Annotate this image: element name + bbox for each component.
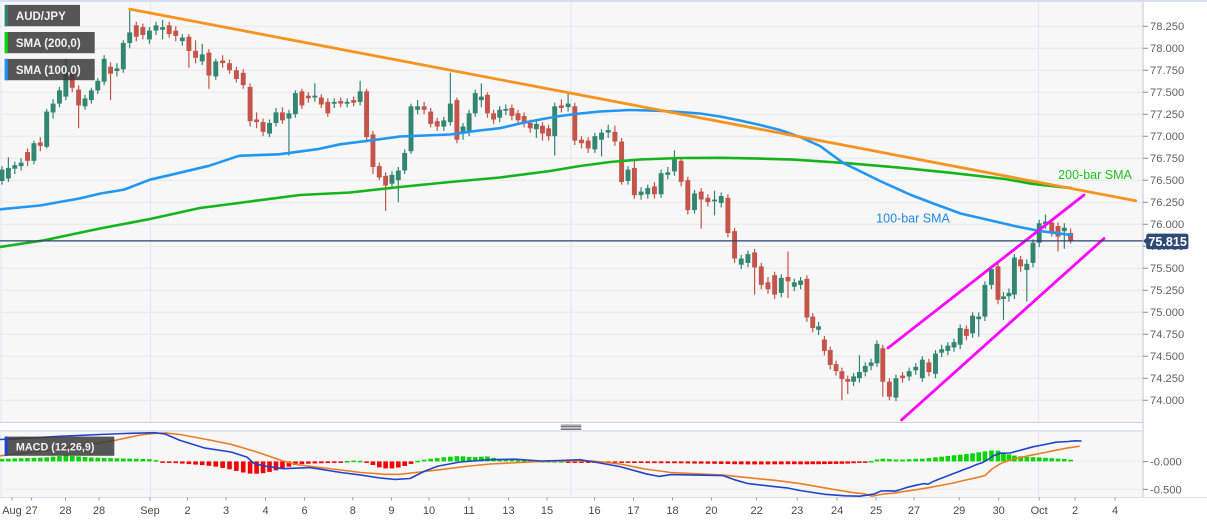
svg-text:20: 20 <box>705 505 717 517</box>
svg-text:75.500: 75.500 <box>1150 263 1184 275</box>
svg-text:76.750: 76.750 <box>1150 153 1184 165</box>
svg-text:76.250: 76.250 <box>1150 197 1184 209</box>
svg-text:23: 23 <box>791 505 803 517</box>
svg-text:Oct: Oct <box>1031 505 1048 517</box>
svg-text:MACD (12,26,9): MACD (12,26,9) <box>16 442 95 454</box>
svg-text:4: 4 <box>262 505 268 517</box>
svg-text:78.000: 78.000 <box>1150 43 1184 55</box>
svg-text:27: 27 <box>25 505 37 517</box>
svg-text:74.500: 74.500 <box>1150 351 1184 363</box>
svg-text:SMA (100,0): SMA (100,0) <box>16 65 81 77</box>
svg-text:AUD/JPY: AUD/JPY <box>16 11 66 23</box>
svg-text:75.250: 75.250 <box>1150 285 1184 297</box>
svg-text:22: 22 <box>750 505 762 517</box>
svg-text:25: 25 <box>870 505 882 517</box>
svg-text:100-bar SMA: 100-bar SMA <box>876 212 950 226</box>
svg-text:28: 28 <box>59 505 71 517</box>
svg-text:2: 2 <box>1072 505 1078 517</box>
svg-text:76.000: 76.000 <box>1150 219 1184 231</box>
svg-text:-0.000: -0.000 <box>1150 457 1182 469</box>
svg-text:27: 27 <box>908 505 920 517</box>
svg-text:16: 16 <box>588 505 600 517</box>
svg-text:75.000: 75.000 <box>1150 307 1184 319</box>
svg-text:77.000: 77.000 <box>1150 131 1184 143</box>
svg-text:13: 13 <box>502 505 514 517</box>
svg-text:Sep: Sep <box>140 505 160 517</box>
svg-text:75.815: 75.815 <box>1148 235 1187 249</box>
svg-text:78.250: 78.250 <box>1150 21 1184 33</box>
svg-text:77.750: 77.750 <box>1150 65 1184 77</box>
svg-text:24: 24 <box>831 505 843 517</box>
svg-text:10: 10 <box>423 505 435 517</box>
svg-text:9: 9 <box>388 505 394 517</box>
svg-text:4: 4 <box>1112 505 1118 517</box>
svg-text:30: 30 <box>993 505 1005 517</box>
svg-text:3: 3 <box>223 505 229 517</box>
svg-text:18: 18 <box>666 505 678 517</box>
svg-text:Aug: Aug <box>2 505 22 517</box>
svg-text:17: 17 <box>627 505 639 517</box>
svg-text:200-bar SMA: 200-bar SMA <box>1058 168 1132 182</box>
svg-text:11: 11 <box>463 505 474 517</box>
svg-text:76.500: 76.500 <box>1150 175 1184 187</box>
svg-text:77.500: 77.500 <box>1150 87 1184 99</box>
svg-text:74.750: 74.750 <box>1150 329 1184 341</box>
svg-text:28: 28 <box>93 505 105 517</box>
svg-text:29: 29 <box>953 505 965 517</box>
svg-text:15: 15 <box>541 505 553 517</box>
svg-text:74.250: 74.250 <box>1150 373 1184 385</box>
svg-text:SMA (200,0): SMA (200,0) <box>16 38 81 50</box>
svg-text:-0.500: -0.500 <box>1150 484 1182 496</box>
svg-text:77.250: 77.250 <box>1150 109 1184 121</box>
svg-text:2: 2 <box>184 505 190 517</box>
svg-text:6: 6 <box>302 505 308 517</box>
svg-text:74.000: 74.000 <box>1150 395 1184 407</box>
svg-text:8: 8 <box>350 505 356 517</box>
